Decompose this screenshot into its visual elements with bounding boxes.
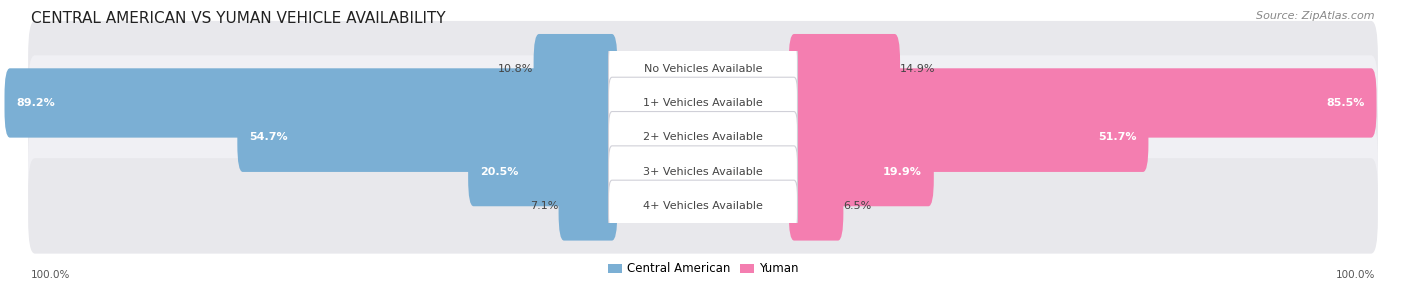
Text: 2+ Vehicles Available: 2+ Vehicles Available	[643, 132, 763, 142]
FancyBboxPatch shape	[28, 90, 1378, 185]
FancyBboxPatch shape	[28, 158, 1378, 254]
Text: 6.5%: 6.5%	[844, 201, 872, 211]
Text: 51.7%: 51.7%	[1098, 132, 1136, 142]
Text: No Vehicles Available: No Vehicles Available	[644, 64, 762, 74]
Text: CENTRAL AMERICAN VS YUMAN VEHICLE AVAILABILITY: CENTRAL AMERICAN VS YUMAN VEHICLE AVAILA…	[31, 11, 446, 26]
Text: Source: ZipAtlas.com: Source: ZipAtlas.com	[1257, 11, 1375, 21]
Text: 19.9%: 19.9%	[883, 167, 922, 176]
FancyBboxPatch shape	[609, 146, 797, 197]
Text: 4+ Vehicles Available: 4+ Vehicles Available	[643, 201, 763, 211]
FancyBboxPatch shape	[609, 77, 797, 129]
Text: 100.0%: 100.0%	[1336, 270, 1375, 280]
FancyBboxPatch shape	[789, 68, 1376, 138]
Text: 20.5%: 20.5%	[481, 167, 519, 176]
FancyBboxPatch shape	[789, 103, 1149, 172]
Text: 85.5%: 85.5%	[1326, 98, 1364, 108]
Text: 89.2%: 89.2%	[17, 98, 55, 108]
FancyBboxPatch shape	[238, 103, 617, 172]
FancyBboxPatch shape	[4, 68, 617, 138]
FancyBboxPatch shape	[558, 171, 617, 241]
FancyBboxPatch shape	[789, 34, 900, 103]
FancyBboxPatch shape	[789, 137, 934, 206]
FancyBboxPatch shape	[28, 55, 1378, 151]
FancyBboxPatch shape	[468, 137, 617, 206]
FancyBboxPatch shape	[609, 180, 797, 232]
Text: 1+ Vehicles Available: 1+ Vehicles Available	[643, 98, 763, 108]
Legend: Central American, Yuman: Central American, Yuman	[603, 258, 803, 280]
Text: 54.7%: 54.7%	[249, 132, 288, 142]
FancyBboxPatch shape	[789, 171, 844, 241]
FancyBboxPatch shape	[534, 34, 617, 103]
Text: 7.1%: 7.1%	[530, 201, 558, 211]
Text: 14.9%: 14.9%	[900, 64, 935, 74]
FancyBboxPatch shape	[609, 43, 797, 94]
FancyBboxPatch shape	[28, 124, 1378, 219]
FancyBboxPatch shape	[609, 112, 797, 163]
FancyBboxPatch shape	[28, 21, 1378, 116]
Text: 100.0%: 100.0%	[31, 270, 70, 280]
Text: 3+ Vehicles Available: 3+ Vehicles Available	[643, 167, 763, 176]
Text: 10.8%: 10.8%	[498, 64, 534, 74]
